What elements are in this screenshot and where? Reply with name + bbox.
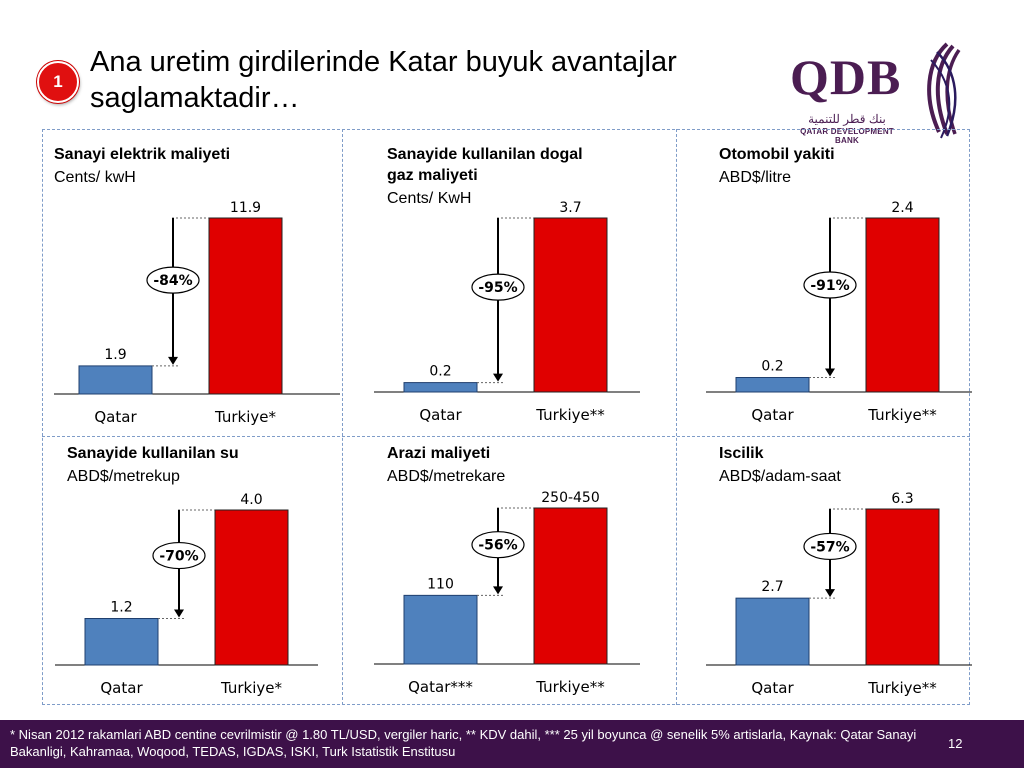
category-label-turkiye: Turkiye** xyxy=(535,406,605,424)
arrow-head-icon xyxy=(825,589,835,598)
arrow-head-icon xyxy=(825,368,835,377)
chart-title: Sanayi elektrik maliyeti xyxy=(54,144,230,165)
change-label-ellipse xyxy=(146,266,200,294)
value-label-qatar: 0.2 xyxy=(429,364,451,380)
section-number-badge: 1 xyxy=(37,61,79,103)
value-label-turkiye: 11.9 xyxy=(230,200,261,216)
page-title: Ana uretim girdilerinde Katar buyuk avan… xyxy=(90,46,677,114)
value-label-qatar: 110 xyxy=(427,576,454,592)
chart-title-line: Arazi maliyeti xyxy=(387,445,491,462)
change-label-ellipse xyxy=(471,531,525,559)
chart-unit-label: ABD$/adam-saat xyxy=(719,468,841,485)
change-label-ellipse xyxy=(152,541,206,570)
change-label: -56% xyxy=(478,538,517,554)
charts-grid-frame xyxy=(42,129,970,705)
chart-unit-label: ABD$/metrekare xyxy=(387,468,506,485)
chart-title-line: Sanayide kullanilan su xyxy=(67,445,239,462)
chart-title-line: Sanayi elektrik maliyeti xyxy=(54,146,231,163)
chart-title-line: Otomobil yakiti xyxy=(719,146,835,163)
category-label-turkiye: Turkiye** xyxy=(867,406,937,424)
category-label-qatar: Qatar xyxy=(94,408,137,426)
value-label-qatar: 1.2 xyxy=(110,600,132,616)
value-label-qatar: 1.9 xyxy=(104,347,126,363)
bar-turkiye xyxy=(208,217,283,395)
category-label-qatar: Qatar xyxy=(751,406,794,424)
bar-turkiye xyxy=(533,507,608,665)
change-label: -70% xyxy=(159,549,198,565)
value-label-qatar: 2.7 xyxy=(761,579,783,595)
category-label-qatar: Qatar*** xyxy=(408,678,473,696)
bar-turkiye xyxy=(214,509,289,666)
qdb-emblem-icon xyxy=(927,42,961,139)
bar-qatar xyxy=(403,382,478,393)
bar-chart: -57% 2.7 6.3 Qatar Turkiye** xyxy=(706,491,972,697)
chart-unit-label: Cents/ kwH xyxy=(54,169,136,186)
chart-title: Sanayide kullanilan dogal gaz maliyeti xyxy=(387,144,583,186)
chart-panel: Iscilik ABD$/adam-saat -57% 2.7 6.3 Qatar Turk… xyxy=(706,443,1019,713)
chart-panel: Sanayide kullanilan su ABD$/metrekup -70% 1… xyxy=(55,443,367,713)
value-label-turkiye: 2.4 xyxy=(891,200,913,216)
bar-qatar xyxy=(403,594,478,665)
category-label-turkiye: Turkiye* xyxy=(214,408,277,426)
value-label-turkiye: 250-450 xyxy=(541,490,600,506)
bar-chart: -70% 1.2 4.0 Qatar Turkiye* xyxy=(55,492,318,697)
change-label: -84% xyxy=(153,273,192,289)
bar-chart: -84% 1.9 11.9 Qatar Turkiye* xyxy=(54,200,340,426)
logo-arabic-text: بنك قطر للتنمية xyxy=(808,112,886,126)
category-label-turkiye: Turkiye** xyxy=(535,678,605,696)
qdb-logo xyxy=(927,42,961,139)
logo-wordmark: QDB xyxy=(790,49,902,105)
change-label-ellipse xyxy=(471,273,525,301)
chart-unit-label: Cents/ KwH xyxy=(387,190,472,207)
bar-chart: -56% 110 250-450 Qatar*** Turkiye** xyxy=(374,490,640,696)
category-label-qatar: Qatar xyxy=(100,679,143,697)
value-label-qatar: 0.2 xyxy=(761,359,783,375)
grid-divider-v1 xyxy=(342,129,343,705)
footnote-text: * Nisan 2012 rakamlari ABD centine cevri… xyxy=(10,727,917,759)
chart-title: Arazi maliyeti xyxy=(387,443,490,464)
page-number: 12 xyxy=(948,736,963,751)
bar-qatar xyxy=(735,597,810,666)
chart-panel: Sanayide kullanilan dogal gaz maliyeti Cen… xyxy=(374,144,687,424)
chart-unit-label: ABD$/metrekup xyxy=(67,468,180,485)
change-label: -91% xyxy=(810,278,849,294)
chart-title: Iscilik xyxy=(719,443,763,464)
bar-qatar xyxy=(78,365,153,395)
change-label-ellipse xyxy=(803,532,857,561)
value-label-turkiye: 3.7 xyxy=(559,200,581,216)
bar-qatar xyxy=(735,377,810,393)
change-label: -95% xyxy=(478,280,517,296)
bar-chart: -95% 0.2 3.7 Qatar Turkiye** xyxy=(374,200,640,424)
category-label-turkiye: Turkiye** xyxy=(867,679,937,697)
chart-title: Otomobil yakiti xyxy=(719,144,835,165)
chart-title-line: Iscilik xyxy=(719,445,764,462)
chart-panel: Sanayi elektrik maliyeti Cents/ kwH -84% 1.… xyxy=(54,144,354,426)
chart-title-line: gaz maliyeti xyxy=(387,167,478,184)
grid-divider-v2 xyxy=(676,129,677,705)
chart-panel: Arazi maliyeti ABD$/metrekare -56% 110 250-4… xyxy=(374,443,687,713)
bar-turkiye xyxy=(865,217,940,393)
arrow-head-icon xyxy=(493,373,503,382)
chart-unit-label: ABD$/litre xyxy=(719,169,792,186)
chart-title: Sanayide kullanilan su xyxy=(67,443,239,464)
bar-qatar xyxy=(84,618,159,666)
change-label: -57% xyxy=(810,539,849,555)
chart-panel: Otomobil yakiti ABD$/litre -91% 0.2 2.4 Qatar… xyxy=(706,144,1019,424)
chart-title-line: Sanayide kullanilan dogal xyxy=(387,146,583,163)
value-label-turkiye: 6.3 xyxy=(891,491,913,507)
bar-turkiye xyxy=(865,508,940,666)
bar-chart: -91% 0.2 2.4 Qatar Turkiye** xyxy=(706,200,972,424)
logo-subtitle: QATAR DEVELOPMENT BANK xyxy=(800,127,894,145)
bar-turkiye xyxy=(533,217,608,393)
category-label-turkiye: Turkiye* xyxy=(220,679,283,697)
footer-bar xyxy=(0,720,1024,768)
arrow-head-icon xyxy=(168,356,178,365)
arrow-head-icon xyxy=(493,586,503,595)
value-label-turkiye: 4.0 xyxy=(240,492,262,508)
category-label-qatar: Qatar xyxy=(751,679,794,697)
change-label-ellipse xyxy=(803,271,857,299)
arrow-head-icon xyxy=(174,609,184,618)
category-label-qatar: Qatar xyxy=(419,406,462,424)
grid-divider-h xyxy=(42,436,970,437)
